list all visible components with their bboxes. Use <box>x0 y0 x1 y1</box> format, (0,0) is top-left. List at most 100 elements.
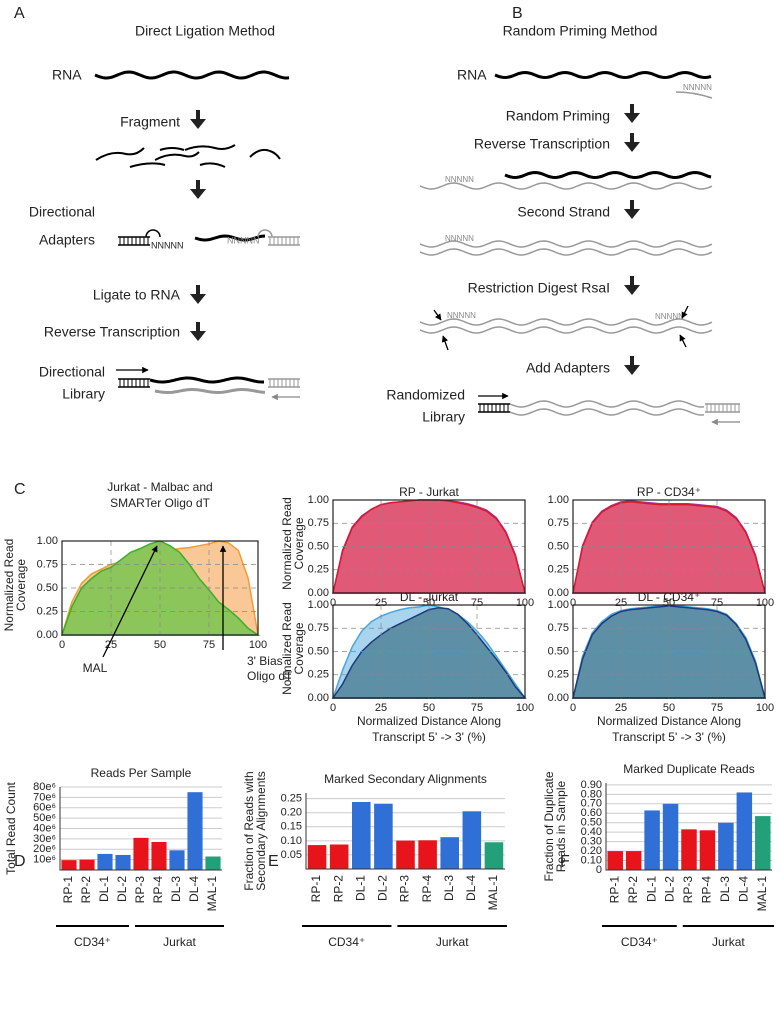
y-tick-label: 0.25 <box>281 793 302 805</box>
strand <box>268 236 300 246</box>
y-tick-label: 0.15 <box>281 821 302 833</box>
x-tick-label: RP-3 <box>133 876 147 904</box>
x-axis-label: Transcript 5' -> 3' (%) <box>612 730 726 744</box>
y-tick-label: 50e⁶ <box>33 812 56 824</box>
y-tick-label: 30e⁶ <box>33 833 56 845</box>
y-tick-label: 0.50 <box>548 540 569 552</box>
group-label: Jurkat <box>163 935 196 949</box>
group-label: CD34⁺ <box>328 935 365 949</box>
x-tick-label: DL-4 <box>187 876 201 902</box>
x-tick-label: DL-2 <box>663 876 677 902</box>
strand <box>269 379 299 387</box>
panel-label: E <box>268 853 279 870</box>
bar <box>396 840 415 869</box>
chart-title: Jurkat - Malbac and <box>107 480 212 494</box>
y-axis-label: Normalized Read <box>280 602 294 695</box>
step-arrow <box>190 180 206 199</box>
plot-frame <box>572 499 766 594</box>
step-arrow <box>624 133 640 152</box>
panel-label: B <box>512 5 523 22</box>
bar <box>681 829 697 870</box>
strand <box>419 240 713 248</box>
bar <box>699 830 716 870</box>
y-axis-label: Normalized Read <box>280 497 294 590</box>
step-label: Ligate to RNA <box>93 287 181 303</box>
y-tick-label: 0 <box>596 864 602 876</box>
y-tick-label: 1.00 <box>548 494 569 506</box>
y-tick-label: 0.20 <box>581 845 602 857</box>
bar <box>736 792 753 870</box>
annotation: Oligo dT <box>247 669 293 683</box>
y-tick-label: 0.50 <box>37 582 58 594</box>
bar <box>662 803 679 870</box>
y-tick-label: 20e⁶ <box>33 843 56 855</box>
x-tick-label: DL-3 <box>442 875 456 901</box>
strand <box>154 388 266 394</box>
x-tick-label: 100 <box>756 702 774 714</box>
bar <box>462 811 482 869</box>
step-label: RNA <box>52 67 82 83</box>
nnnnn: NNNNN <box>447 311 476 320</box>
bar <box>440 837 460 869</box>
step-label: Fragment <box>120 114 180 130</box>
x-tick-label: MAL-1 <box>755 876 769 912</box>
strand <box>95 147 145 161</box>
x-tick-label: RP-2 <box>331 875 345 903</box>
x-tick-label: 50 <box>663 702 675 714</box>
x-tick-label: 100 <box>516 702 534 714</box>
step-label: Add Adapters <box>526 360 610 376</box>
x-tick-label: DL-1 <box>353 875 367 901</box>
x-tick-label: 100 <box>516 597 534 609</box>
strand <box>257 229 273 238</box>
x-tick-label: 0 <box>570 702 576 714</box>
diagram-title: Direct Ligation Method <box>135 23 275 39</box>
step-label: Reverse Transcription <box>474 136 610 152</box>
strand <box>159 147 185 151</box>
x-tick-label: 50 <box>154 639 166 651</box>
strand <box>129 162 166 168</box>
y-axis-label: Fraction of Reads with <box>242 771 256 890</box>
x-tick-label: DL-1 <box>644 876 658 902</box>
bar <box>169 850 185 870</box>
step-arrow <box>624 200 640 219</box>
bar <box>644 810 660 870</box>
y-tick-label: 0.00 <box>548 587 569 599</box>
annotation: MAL <box>83 661 108 675</box>
y-tick-label: 0.10 <box>581 854 602 866</box>
y-tick-label: 10e⁶ <box>33 854 56 866</box>
y-tick-label: 0.30 <box>581 836 602 848</box>
x-tick-label: DL-4 <box>737 876 751 902</box>
y-axis-label: Normalized Read <box>2 539 16 632</box>
y-tick-label: 40e⁶ <box>33 822 56 834</box>
diagram-title: Random Priming Method <box>503 23 658 39</box>
nnnnn: NNNNN <box>445 234 474 243</box>
x-tick-label: RP-3 <box>398 875 412 903</box>
y-tick-label: 0.80 <box>581 788 602 800</box>
bar <box>625 851 642 870</box>
step-label: Directional <box>29 204 95 220</box>
step-label: Random Priming <box>506 108 610 124</box>
x-tick-label: DL-2 <box>376 875 390 901</box>
y-tick-label: 0.00 <box>37 629 58 641</box>
strand <box>509 408 705 416</box>
pointer-arrow <box>679 334 687 348</box>
x-tick-label: 0 <box>330 597 336 609</box>
annotation: 3' Bias <box>247 654 283 668</box>
y-tick-label: 0.25 <box>308 564 329 576</box>
strand <box>154 151 200 161</box>
strand <box>118 378 150 388</box>
x-tick-label: 75 <box>203 639 215 651</box>
x-tick-label: 75 <box>711 702 723 714</box>
step-label: Directional <box>39 364 105 380</box>
strand <box>706 404 740 412</box>
strand <box>184 144 236 151</box>
bar <box>61 860 77 870</box>
strand <box>675 91 713 99</box>
strand <box>479 404 509 412</box>
y-tick-label: 0.25 <box>548 564 569 576</box>
strand <box>199 162 226 168</box>
step-label: RNA <box>457 67 487 83</box>
y-tick-label: 1.00 <box>308 599 329 611</box>
chart-title: RP - CD34⁺ <box>637 485 701 499</box>
bar <box>307 845 327 869</box>
